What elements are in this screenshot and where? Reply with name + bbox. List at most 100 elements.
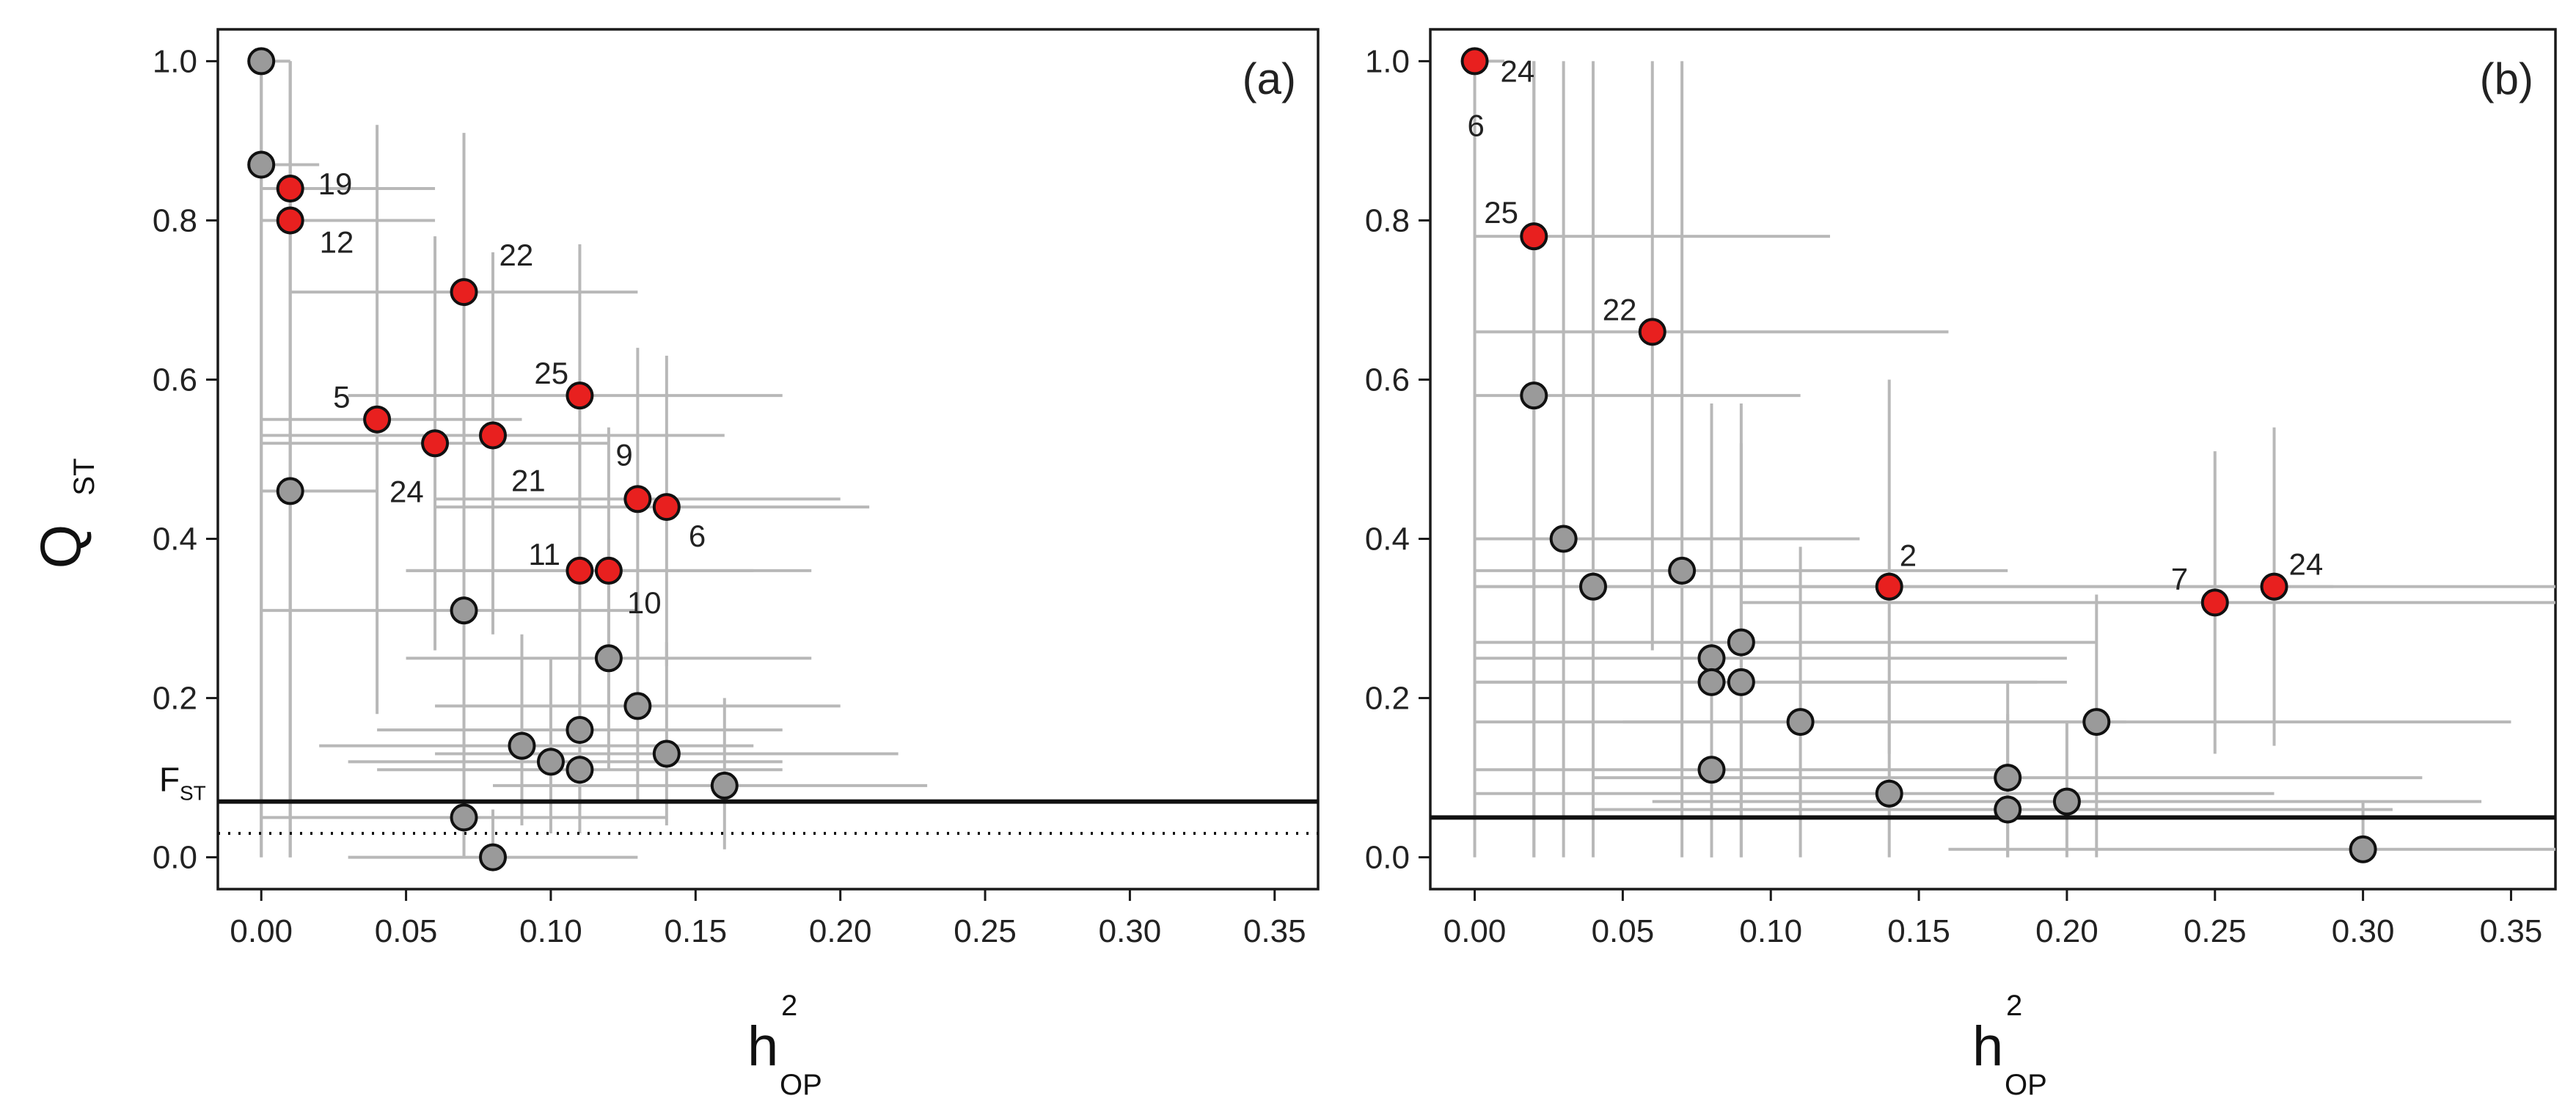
- point-label: 22: [500, 238, 534, 272]
- x-tick-label: 0.30: [2332, 913, 2395, 949]
- data-point: [710, 771, 739, 800]
- x-tick-label: 0.10: [1739, 913, 1802, 949]
- point-label: 19: [318, 167, 353, 201]
- data-point: [2082, 708, 2111, 737]
- y-tick-label: 1.0: [1365, 43, 1410, 79]
- y-tick-label: 0.0: [153, 840, 197, 876]
- data-point: [1668, 556, 1697, 585]
- highlighted-point: [450, 278, 478, 307]
- data-point: [1549, 525, 1578, 553]
- highlighted-point: [1460, 47, 1489, 76]
- data-point: [247, 150, 276, 179]
- point-label: 24: [2289, 547, 2324, 582]
- data-point: [1727, 668, 1755, 696]
- highlighted-point: [421, 429, 450, 458]
- data-point: [1994, 795, 2022, 824]
- data-point: [536, 748, 565, 776]
- highlighted-point: [594, 556, 623, 585]
- x-tick-label: 0.00: [230, 913, 293, 949]
- x-tick-label: 0.10: [519, 913, 582, 949]
- data-point: [566, 756, 594, 784]
- x-tick-label: 0.35: [2480, 913, 2543, 949]
- highlighted-point: [652, 493, 681, 522]
- highlighted-point: [623, 485, 652, 514]
- fst-label-sub: ST: [180, 782, 206, 805]
- y-tick-label: 0.6: [153, 362, 197, 398]
- point-label: 12: [320, 224, 354, 259]
- point-label: 11: [528, 537, 560, 571]
- point-label: 5: [333, 380, 350, 414]
- point-label: 21: [511, 463, 546, 497]
- x-tick-label: 0.35: [1243, 913, 1306, 949]
- y-tick-label: 0.6: [1365, 362, 1410, 398]
- point-label: 25: [534, 356, 568, 390]
- x-axis-title-sup: 2: [2006, 990, 2022, 1022]
- data-point: [2349, 835, 2377, 863]
- point-label: 10: [627, 585, 662, 620]
- x-tick-label: 0.05: [1592, 913, 1655, 949]
- x-tick-label: 0.05: [375, 913, 438, 949]
- x-tick-label: 0.00: [1443, 913, 1507, 949]
- data-point: [1697, 644, 1726, 673]
- y-tick-label: 0.8: [153, 202, 197, 238]
- highlighted-point: [1638, 318, 1666, 346]
- y-axis-title-sub: ST: [68, 458, 100, 495]
- y-tick-label: 0.4: [1365, 522, 1410, 558]
- data-point: [594, 644, 623, 673]
- highlighted-point: [2260, 572, 2288, 601]
- x-axis-title: h: [747, 1015, 778, 1078]
- data-point: [479, 843, 507, 872]
- plot-frame: [216, 28, 1320, 891]
- plot-frame: [1429, 28, 2557, 891]
- data-point: [1579, 572, 1608, 601]
- x-axis-title-sub: OP: [780, 1069, 822, 1101]
- data-point: [508, 731, 536, 760]
- x-tick-label: 0.25: [2184, 913, 2247, 949]
- point-label: 6: [689, 519, 706, 553]
- data-point: [652, 739, 681, 768]
- point-label: 9: [615, 437, 632, 472]
- point-label: 6: [1468, 108, 1485, 142]
- x-axis-title-sub: OP: [2005, 1069, 2047, 1101]
- point-label: 7: [2171, 561, 2188, 596]
- y-axis-title: Q: [29, 525, 93, 569]
- x-tick-label: 0.15: [1887, 913, 1950, 949]
- highlighted-point: [1875, 572, 1903, 601]
- point-label: 24: [389, 474, 424, 508]
- y-tick-label: 0.8: [1365, 202, 1410, 238]
- x-tick-label: 0.30: [1099, 913, 1162, 949]
- data-point: [1697, 756, 1726, 784]
- data-point: [1994, 764, 2022, 792]
- data-point: [1727, 628, 1755, 657]
- highlighted-point: [276, 175, 304, 203]
- x-tick-label: 0.15: [664, 913, 727, 949]
- y-tick-label: 0.0: [1365, 840, 1410, 876]
- fst-label: F: [159, 761, 180, 799]
- y-tick-label: 0.2: [1365, 681, 1410, 717]
- y-tick-label: 0.2: [153, 681, 197, 717]
- x-tick-label: 0.20: [809, 913, 872, 949]
- highlighted-point: [363, 405, 392, 434]
- data-point: [450, 803, 478, 832]
- y-tick-label: 0.4: [153, 522, 197, 558]
- data-point: [1520, 381, 1548, 410]
- point-label: 25: [1484, 195, 1518, 230]
- x-tick-label: 0.25: [954, 913, 1017, 949]
- data-point: [623, 692, 652, 720]
- data-point: [276, 477, 304, 505]
- point-label: 2: [1900, 538, 1917, 573]
- x-axis-title-sup: 2: [781, 990, 797, 1022]
- data-point: [566, 715, 594, 744]
- highlighted-point: [566, 381, 594, 410]
- data-point: [450, 596, 478, 625]
- x-axis-title: h: [1972, 1015, 2003, 1078]
- x-tick-label: 0.20: [2035, 913, 2099, 949]
- panel-label: (b): [2480, 54, 2533, 103]
- highlighted-point: [566, 556, 594, 585]
- panel-label: (a): [1243, 54, 1296, 103]
- highlighted-point: [2200, 588, 2229, 617]
- highlighted-point: [1520, 222, 1548, 251]
- y-tick-label: 1.0: [153, 43, 197, 79]
